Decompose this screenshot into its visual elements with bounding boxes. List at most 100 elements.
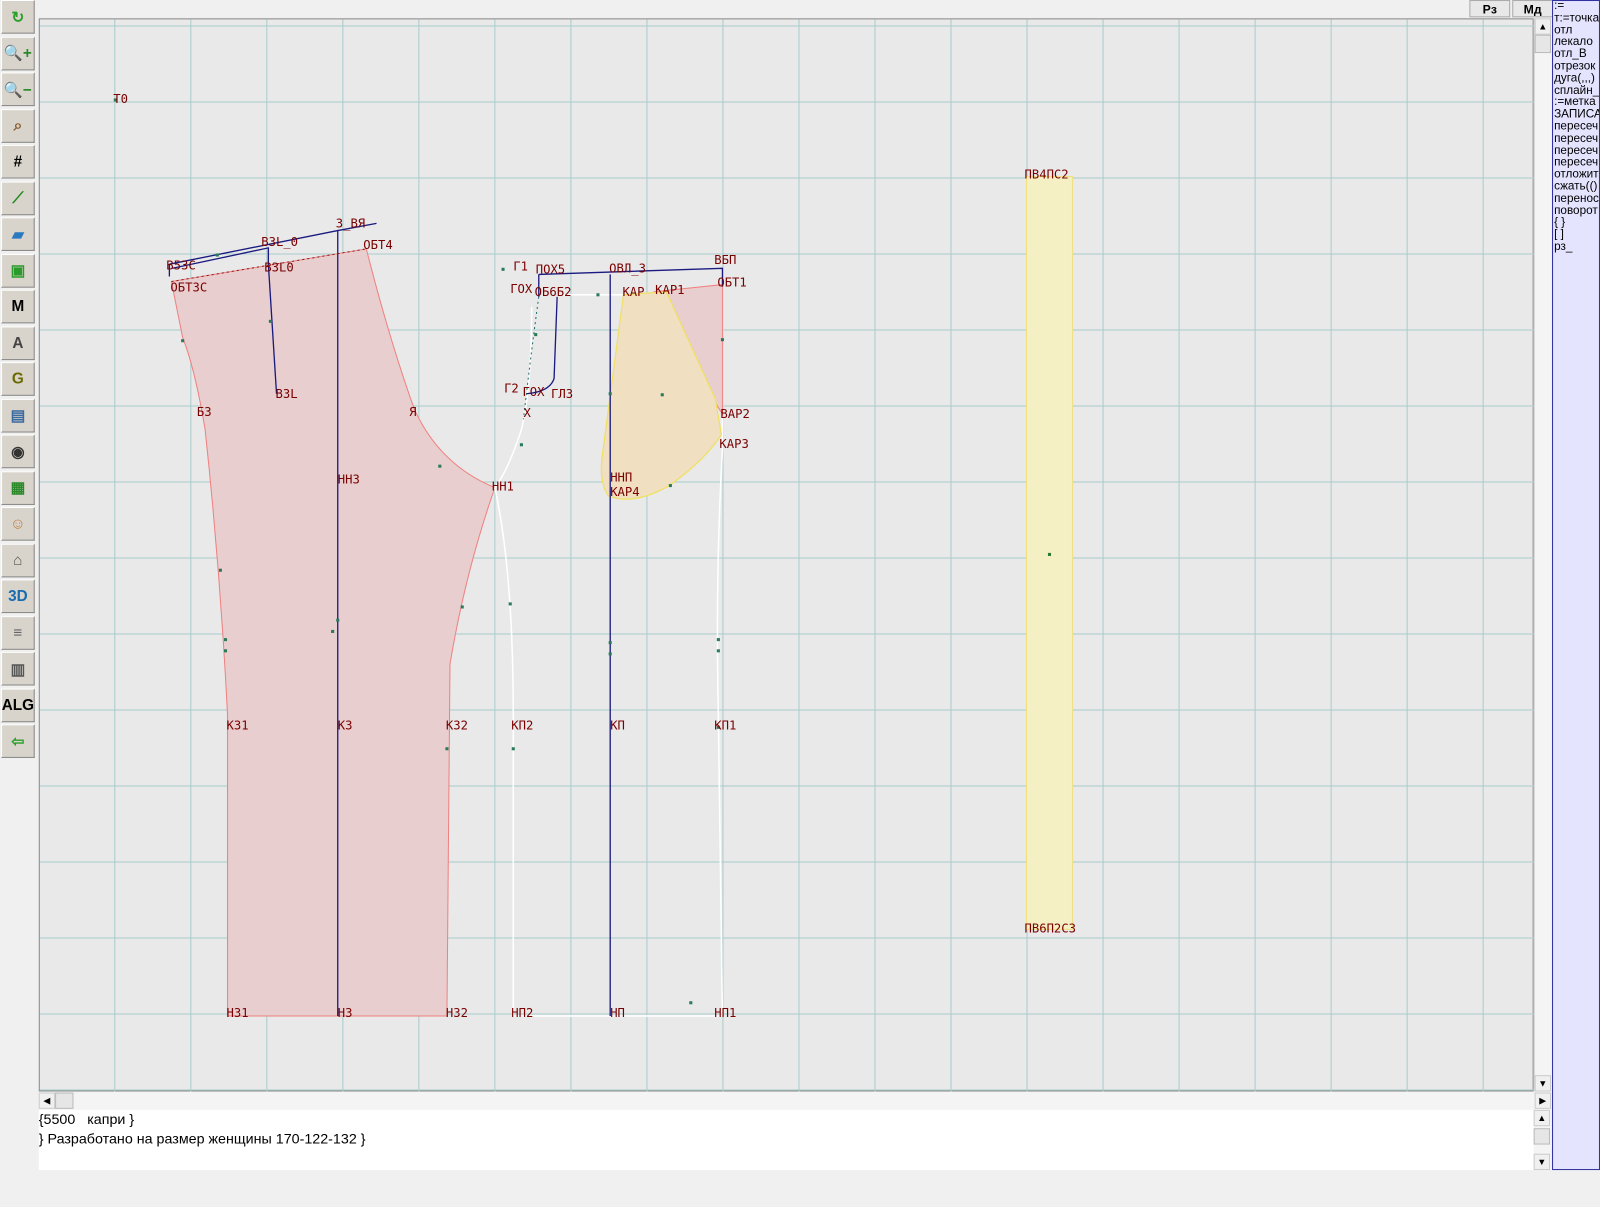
document-icon: ≡ <box>13 623 23 642</box>
construction-point <box>336 618 340 622</box>
command-item[interactable]: рз_ <box>1554 240 1573 253</box>
zoom-out-tool-button[interactable]: 🔍− <box>1 72 35 107</box>
label-nnp: ННП <box>610 470 632 484</box>
label-t0: Т0 <box>113 92 128 106</box>
line-segment-icon: ⟋ <box>12 189 24 207</box>
refresh-tool-button[interactable]: ↻ <box>1 0 35 34</box>
label-kp1: КП1 <box>714 718 736 732</box>
command-item[interactable]: пересеч <box>1554 132 1599 145</box>
pattern-piece-tool-button[interactable]: ▣ <box>1 253 35 288</box>
label-k32: К32 <box>446 718 468 732</box>
measure-tool-button[interactable]: ▤ <box>1 398 35 433</box>
scroll-thumb[interactable] <box>55 1092 74 1109</box>
alg-tool-button[interactable]: ALG <box>1 688 35 722</box>
construction-point <box>660 393 664 397</box>
rz-button[interactable]: Рз <box>1469 0 1511 18</box>
pattern-g-tool-button[interactable]: G <box>1 362 35 396</box>
scroll-left-arrow[interactable]: ◀ <box>38 1092 56 1109</box>
command-item[interactable]: пересеч <box>1554 144 1599 157</box>
command-item[interactable]: сплайн_ <box>1554 84 1600 97</box>
text-vertical-scrollbar[interactable]: ▲ ▼ <box>1533 1109 1552 1171</box>
construction-point <box>438 464 442 468</box>
command-item[interactable]: отл <box>1554 24 1573 37</box>
command-item[interactable]: пересеч <box>1554 156 1599 169</box>
command-item[interactable]: := <box>1554 0 1565 13</box>
command-item[interactable]: пересеч <box>1554 120 1599 133</box>
label-vzl0: ВЗL0 <box>264 260 293 274</box>
point-labels: Т0 3_ВЯ ВЗL_0 ОБТ4 В53С ВЗL0 ОБТ3С ВЗL Б… <box>113 92 1076 1020</box>
command-item[interactable]: сжать(() <box>1554 180 1598 193</box>
3d-tool-button[interactable]: 3D <box>1 579 35 614</box>
zoom-out-icon: 🔍− <box>3 81 32 99</box>
construction-point <box>218 568 222 572</box>
books-icon: ▥ <box>10 660 26 678</box>
scroll-down-arrow[interactable]: ▼ <box>1533 1153 1550 1171</box>
label-pv6p2s3: ПВ6П2С3 <box>1024 921 1076 935</box>
pattern-drawing[interactable]: Т0 3_ВЯ ВЗL_0 ОБТ4 В53С ВЗL0 ОБТ3С ВЗL Б… <box>39 19 1535 1093</box>
document-tool-button[interactable]: ≡ <box>1 615 35 650</box>
label-v53s: В53С <box>166 258 195 272</box>
camera-tool-button[interactable]: ◉ <box>1 434 35 469</box>
exit-tool-button[interactable]: ⇦ <box>1 724 35 758</box>
canvas-horizontal-scrollbar[interactable]: ◀ ▶ <box>38 1091 1552 1110</box>
label-n32: Н32 <box>446 1006 468 1020</box>
scroll-up-arrow[interactable]: ▲ <box>1534 18 1552 35</box>
label-ovl-3: ОВЛ_3 <box>609 261 646 275</box>
construction-point <box>460 605 464 609</box>
pattern-points <box>113 98 724 1005</box>
jacket-tool-button[interactable]: ⌂ <box>1 543 35 577</box>
grid-tool-button[interactable]: # <box>1 144 35 179</box>
command-item[interactable]: т:=точка <box>1554 12 1600 25</box>
books-tool-button[interactable]: ▥ <box>1 651 35 686</box>
alg-icon: ALG <box>1 696 35 714</box>
pattern-zoom-tool-button[interactable]: ⌕ <box>1 108 35 143</box>
label-kar3: КАР3 <box>719 437 748 451</box>
pattern-m-icon: M <box>11 297 25 316</box>
label-nn3: НН3 <box>338 473 360 487</box>
command-item[interactable]: поворот <box>1554 204 1598 217</box>
label-nn1: НН1 <box>492 480 514 494</box>
pattern-g-icon: G <box>11 370 24 388</box>
command-item[interactable]: лекало <box>1554 36 1593 49</box>
command-item[interactable]: отложит <box>1554 168 1599 181</box>
scroll-thumb[interactable] <box>1533 1128 1550 1145</box>
woman-face-icon: ☺ <box>10 515 26 533</box>
woman-face-tool-button[interactable]: ☺ <box>1 506 35 541</box>
construction-point <box>608 641 612 645</box>
construction-point <box>716 649 720 653</box>
label-np2: НП2 <box>511 1006 533 1020</box>
grid-icon: # <box>13 153 23 171</box>
label-kp2: КП2 <box>511 718 533 732</box>
map-tool-button[interactable]: ▰ <box>1 217 35 251</box>
compass-tool-button[interactable]: A <box>1 325 35 360</box>
description-text-area[interactable]: {5500 капри } } Разработано на размер же… <box>38 1109 1552 1171</box>
scroll-right-arrow[interactable]: ▶ <box>1534 1092 1552 1109</box>
command-item[interactable]: :=метка <box>1554 96 1596 109</box>
line-segment-tool-button[interactable]: ⟋ <box>1 181 35 215</box>
scroll-up-arrow[interactable]: ▲ <box>1533 1109 1550 1127</box>
construction-point <box>223 638 228 642</box>
command-item[interactable]: перенос <box>1554 192 1599 205</box>
label-k31: К31 <box>227 718 249 732</box>
md-button[interactable]: Мд <box>1512 0 1554 18</box>
front-trouser-piece[interactable] <box>494 286 724 1017</box>
zoom-in-tool-button[interactable]: 🔍+ <box>1 36 35 70</box>
scroll-down-arrow[interactable]: ▼ <box>1534 1075 1552 1092</box>
label-x: Х <box>523 406 531 420</box>
command-item[interactable]: [ ] <box>1554 228 1564 241</box>
zoom-in-icon: 🔍+ <box>3 44 32 63</box>
pattern-m-tool-button[interactable]: M <box>1 289 35 324</box>
scroll-thumb[interactable] <box>1534 34 1552 54</box>
construction-point <box>215 253 219 257</box>
label-g1: Г1 <box>513 259 528 273</box>
command-item[interactable]: дуга(,,,) <box>1554 72 1595 85</box>
command-item[interactable]: { } <box>1554 216 1566 229</box>
command-item[interactable]: отл_В <box>1554 48 1587 61</box>
label-kar4: КАР4 <box>610 485 639 499</box>
command-item[interactable]: отрезок <box>1554 60 1596 73</box>
table-tool-button[interactable]: ▦ <box>1 470 35 505</box>
command-item[interactable]: ЗАПИСА <box>1554 108 1600 121</box>
pattern-canvas[interactable]: Т0 3_ВЯ ВЗL_0 ОБТ4 В53С ВЗL0 ОБТ3С ВЗL Б… <box>38 18 1535 1093</box>
canvas-vertical-scrollbar[interactable]: ▲ ▼ <box>1533 18 1552 1092</box>
construction-point <box>519 443 523 447</box>
